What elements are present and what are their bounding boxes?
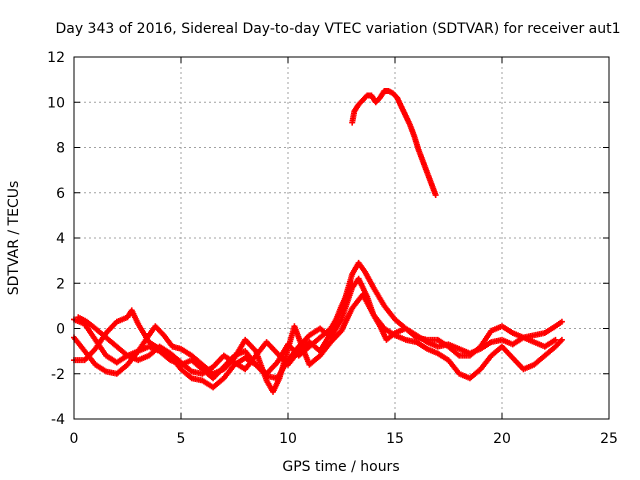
x-tick-label: 5 <box>177 431 186 447</box>
y-tick-label: 0 <box>56 322 65 338</box>
y-tick-label: 4 <box>56 231 65 247</box>
x-tick-labels: 0 5 10 15 20 25 <box>70 431 618 447</box>
y-tick-label: 8 <box>56 141 65 157</box>
data-point <box>349 280 356 287</box>
series-track-3 <box>71 275 559 391</box>
data-point <box>432 192 439 199</box>
chart-title: Day 343 of 2016, Sidereal Day-to-day VTE… <box>55 21 620 37</box>
x-axis-label: GPS time / hours <box>282 459 399 475</box>
y-tick-labels: -4 -2 0 2 4 6 8 10 12 <box>47 50 65 428</box>
y-tick-label: -4 <box>51 412 65 428</box>
y-axis-label: SDTVAR / TECUs <box>6 181 22 296</box>
y-tick-label: 2 <box>56 276 65 292</box>
series-track-5 <box>349 87 439 199</box>
x-tick-label: 0 <box>70 431 79 447</box>
x-tick-label: 10 <box>279 431 297 447</box>
data-point <box>552 336 559 343</box>
y-tick-label: -2 <box>51 367 65 383</box>
x-tick-label: 15 <box>386 431 404 447</box>
data-point <box>558 318 565 325</box>
x-tick-label: 25 <box>600 431 618 447</box>
y-tick-label: 6 <box>56 186 65 202</box>
y-tick-label: 12 <box>47 50 65 66</box>
series-track-1 <box>71 259 565 382</box>
plot-frame <box>73 56 610 420</box>
series-track-4 <box>75 280 356 377</box>
data-point <box>558 336 565 343</box>
x-tick-label: 20 <box>493 431 511 447</box>
y-tick-label: 10 <box>47 95 65 111</box>
grid-lines <box>74 57 609 419</box>
data-points <box>71 87 565 395</box>
